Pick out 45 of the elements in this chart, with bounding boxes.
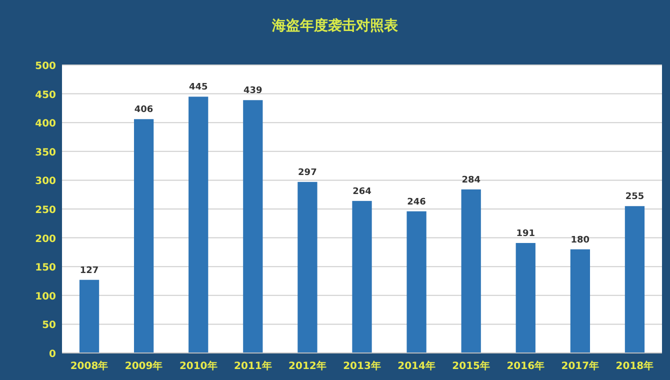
chart-title: 海盗年度袭击对照表 — [271, 17, 399, 34]
data-label: 246 — [407, 197, 426, 208]
bar — [188, 96, 208, 353]
bar — [352, 200, 372, 353]
data-label: 406 — [134, 105, 154, 116]
x-tick-label: 2013年 — [343, 360, 381, 372]
bar — [134, 119, 154, 353]
bar — [243, 100, 263, 353]
data-label: 445 — [188, 82, 208, 93]
bar — [624, 206, 645, 353]
x-tick-label: 2009年 — [124, 360, 163, 372]
data-label: 297 — [298, 168, 317, 178]
data-label: 439 — [244, 86, 262, 96]
y-tick-label: 150 — [35, 262, 56, 274]
y-tick-label: 450 — [35, 90, 56, 101]
x-tick-label: 2018年 — [616, 360, 654, 372]
x-tick-label: 2016年 — [506, 360, 545, 372]
data-label: 284 — [462, 175, 480, 186]
x-tick-label: 2010年 — [179, 360, 218, 372]
y-tick-label: 0 — [49, 349, 56, 360]
y-tick-label: 50 — [42, 320, 56, 332]
data-label: 264 — [352, 186, 372, 197]
y-tick-label: 300 — [35, 176, 56, 188]
bar — [516, 242, 536, 353]
y-tick-label: 200 — [35, 234, 56, 245]
x-tick-label: 2011年 — [234, 360, 272, 372]
bar — [79, 280, 100, 353]
y-tick-label: 500 — [35, 61, 56, 72]
data-label: 180 — [570, 235, 590, 246]
x-tick-label: 2017年 — [561, 360, 600, 372]
data-label: 255 — [625, 192, 644, 202]
data-label: 127 — [80, 266, 99, 276]
y-tick-label: 400 — [35, 118, 56, 130]
bar — [406, 211, 426, 353]
data-label: 191 — [516, 228, 536, 239]
y-tick-label: 100 — [35, 291, 56, 302]
y-tick-label: 350 — [35, 147, 56, 158]
bar — [461, 189, 481, 353]
x-tick-label: 2008年 — [70, 360, 108, 372]
x-tick-label: 2014年 — [398, 360, 436, 372]
bar — [570, 249, 590, 353]
x-tick-label: 2015年 — [452, 360, 490, 372]
bar — [298, 182, 318, 353]
x-tick-label: 2012年 — [288, 360, 326, 372]
y-tick-label: 250 — [35, 205, 56, 216]
